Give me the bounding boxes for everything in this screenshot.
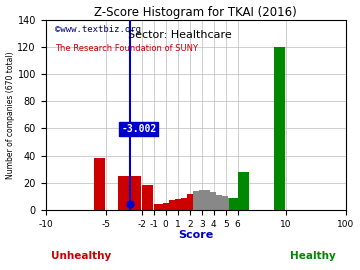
Bar: [199, 190, 210, 210]
Bar: [217, 196, 228, 210]
Text: Sector: Healthcare: Sector: Healthcare: [128, 30, 232, 40]
Bar: [142, 185, 153, 210]
Bar: [193, 191, 204, 210]
X-axis label: Score: Score: [178, 230, 213, 240]
Bar: [94, 158, 105, 210]
Y-axis label: Number of companies (670 total): Number of companies (670 total): [5, 51, 14, 179]
Bar: [118, 176, 129, 210]
Text: ©www.textbiz.org: ©www.textbiz.org: [55, 25, 140, 35]
Bar: [163, 203, 174, 210]
Bar: [211, 195, 222, 210]
Bar: [130, 176, 141, 210]
Bar: [223, 198, 234, 210]
Bar: [238, 172, 249, 210]
Title: Z-Score Histogram for TKAI (2016): Z-Score Histogram for TKAI (2016): [94, 6, 297, 19]
Bar: [187, 194, 198, 210]
Bar: [205, 192, 216, 210]
Text: The Research Foundation of SUNY: The Research Foundation of SUNY: [55, 45, 198, 53]
Bar: [169, 200, 180, 210]
Text: Healthy: Healthy: [289, 251, 335, 261]
Text: Unhealthy: Unhealthy: [51, 251, 112, 261]
Bar: [181, 198, 192, 210]
Bar: [154, 204, 165, 210]
Bar: [274, 47, 285, 210]
Text: -3.002: -3.002: [121, 124, 157, 134]
Bar: [175, 199, 186, 210]
Bar: [229, 198, 240, 210]
